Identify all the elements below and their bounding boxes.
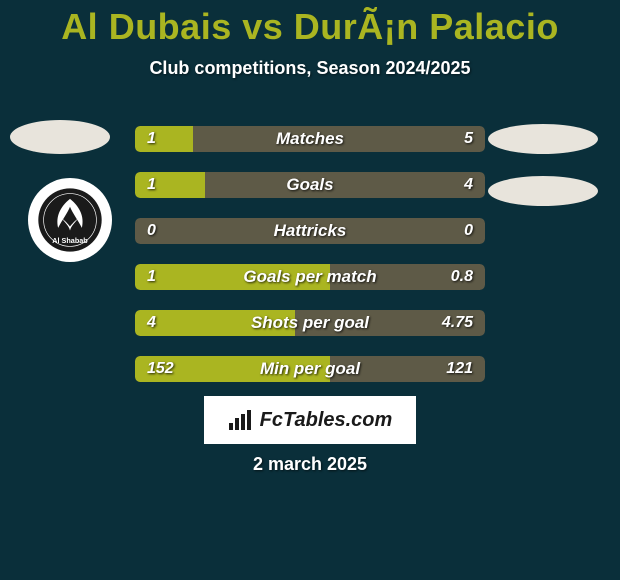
stat-value-right: 5 — [464, 126, 473, 152]
stat-label: Goals — [135, 172, 485, 198]
stat-row: 0Hattricks0 — [135, 218, 485, 244]
stat-label: Goals per match — [135, 264, 485, 290]
stat-value-right: 0.8 — [451, 264, 473, 290]
fctables-icon — [228, 409, 254, 431]
stat-row: 152Min per goal121 — [135, 356, 485, 382]
footer-date: 2 march 2025 — [0, 454, 620, 475]
team-left-logo-2: Al Shabab — [28, 178, 112, 262]
team-left-logo-1 — [10, 120, 110, 154]
page-title: Al Dubais vs DurÃ¡n Palacio — [0, 0, 620, 48]
alshabab-icon: Al Shabab — [37, 187, 103, 253]
team-right-logo-1 — [488, 124, 598, 154]
page-subtitle: Club competitions, Season 2024/2025 — [0, 58, 620, 79]
stat-value-right: 4 — [464, 172, 473, 198]
stat-label: Matches — [135, 126, 485, 152]
brand-box[interactable]: FcTables.com — [204, 396, 416, 444]
stat-row: 1Goals per match0.8 — [135, 264, 485, 290]
stat-row: 1Matches5 — [135, 126, 485, 152]
brand-label: FcTables.com — [260, 409, 393, 432]
stat-value-right: 0 — [464, 218, 473, 244]
stats-bars: 1Matches5 1Goals4 0Hattricks0 1Goals per ma… — [135, 126, 485, 402]
stat-label: Hattricks — [135, 218, 485, 244]
svg-text:Al Shabab: Al Shabab — [52, 236, 88, 245]
stat-row: 4Shots per goal4.75 — [135, 310, 485, 336]
stat-row: 1Goals4 — [135, 172, 485, 198]
stat-label: Min per goal — [135, 356, 485, 382]
stat-value-right: 4.75 — [442, 310, 473, 336]
stat-value-right: 121 — [446, 356, 473, 382]
team-right-logo-2 — [488, 176, 598, 206]
brand-text: FcTables.com — [228, 409, 393, 432]
stat-label: Shots per goal — [135, 310, 485, 336]
